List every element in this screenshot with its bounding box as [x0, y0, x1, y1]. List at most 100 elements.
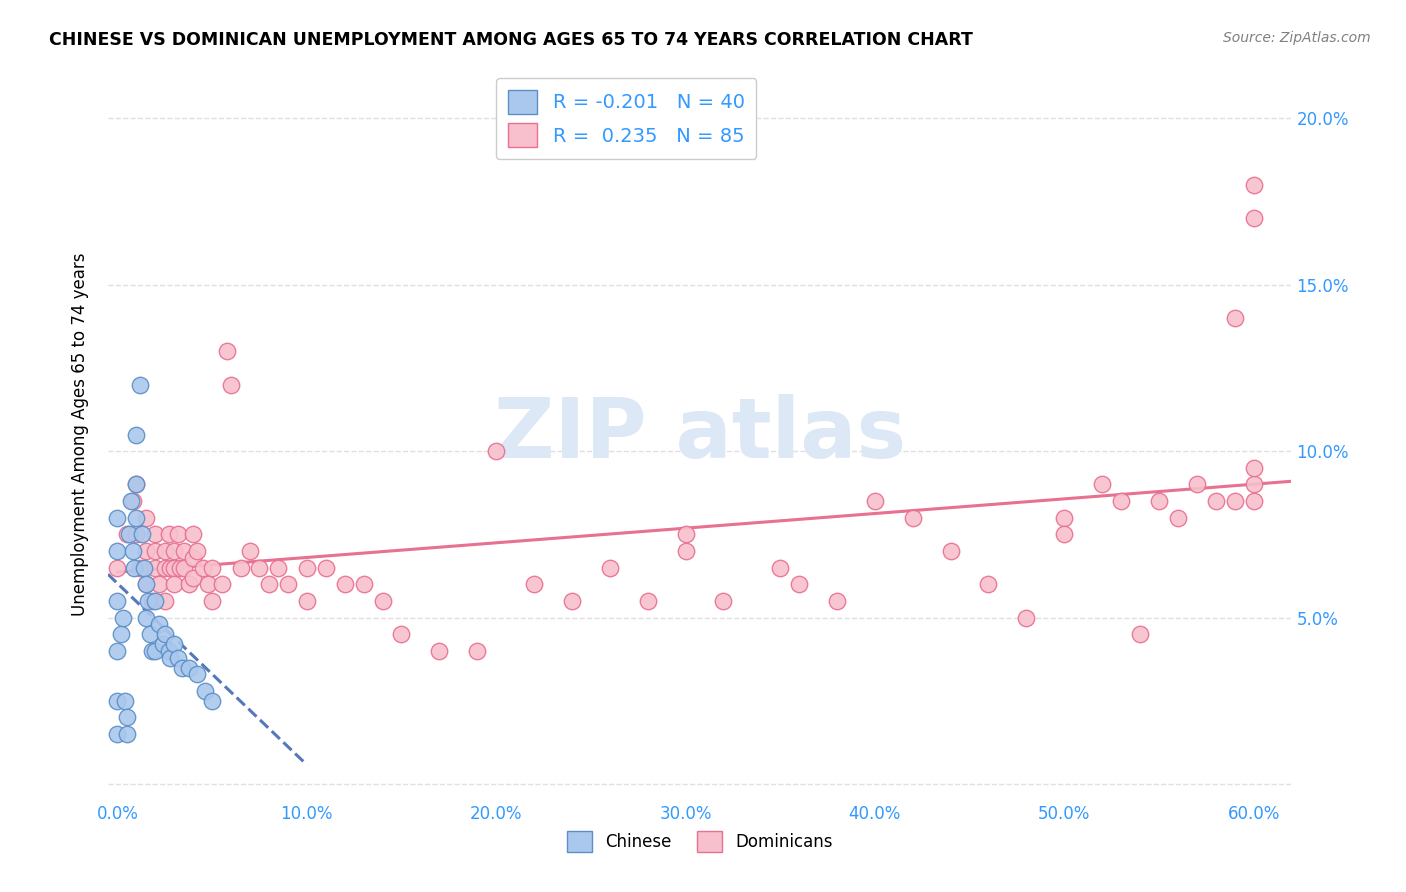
Point [170, 660, 193, 674]
Point [120, 494, 142, 508]
Point [193, 683, 215, 698]
Point [186, 667, 208, 681]
Point [163, 637, 186, 651]
Point [148, 617, 170, 632]
Point [637, 594, 659, 608]
Point [1109, 494, 1132, 508]
Point [125, 477, 148, 491]
Point [561, 594, 583, 608]
Point [675, 527, 697, 541]
Point [1053, 527, 1076, 541]
Point [114, 694, 136, 708]
Text: CHINESE VS DOMINICAN UNEMPLOYMENT AMONG AGES 65 TO 74 YEARS CORRELATION CHART: CHINESE VS DOMINICAN UNEMPLOYMENT AMONG … [49, 31, 973, 49]
Point [115, 727, 138, 741]
Point [181, 571, 204, 585]
Point [1243, 477, 1265, 491]
Point [163, 544, 186, 558]
Legend: R = -0.201   N = 40, R =  0.235   N = 85: R = -0.201 N = 40, R = 0.235 N = 85 [496, 78, 756, 159]
Point [163, 560, 186, 574]
Point [143, 527, 166, 541]
Point [167, 527, 190, 541]
Point [159, 650, 181, 665]
Point [159, 560, 181, 574]
Text: Source: ZipAtlas.com: Source: ZipAtlas.com [1223, 31, 1371, 45]
Point [675, 544, 697, 558]
Point [157, 644, 180, 658]
Point [169, 560, 191, 574]
Point [135, 577, 157, 591]
Point [179, 577, 201, 591]
Point [1243, 211, 1265, 226]
Point [197, 577, 219, 591]
Point [107, 644, 129, 658]
Point [153, 560, 176, 574]
Point [211, 577, 233, 591]
Point [143, 594, 166, 608]
Point [277, 577, 299, 591]
Point [523, 577, 546, 591]
Point [107, 544, 129, 558]
Point [249, 560, 271, 574]
Point [153, 627, 176, 641]
Point [125, 527, 148, 541]
Point [465, 644, 488, 658]
Point [163, 577, 186, 591]
Point [118, 527, 141, 541]
Point [179, 660, 201, 674]
Point [153, 594, 176, 608]
Point [186, 544, 208, 558]
Point [129, 560, 152, 574]
Point [181, 550, 204, 565]
Point [1129, 627, 1152, 641]
Point [157, 527, 180, 541]
Point [201, 560, 224, 574]
Point [391, 627, 413, 641]
Point [131, 527, 153, 541]
Point [769, 560, 792, 574]
Point [1223, 494, 1246, 508]
Point [863, 494, 886, 508]
Y-axis label: Unemployment Among Ages 65 to 74 years: Unemployment Among Ages 65 to 74 years [72, 252, 89, 616]
Point [229, 560, 252, 574]
Point [167, 650, 190, 665]
Point [110, 627, 132, 641]
Point [121, 544, 143, 558]
Text: ZIP atlas: ZIP atlas [494, 394, 905, 475]
Point [125, 510, 148, 524]
Point [1243, 460, 1265, 475]
Point [257, 577, 280, 591]
Point [143, 560, 166, 574]
Point [107, 560, 129, 574]
Point [107, 727, 129, 741]
Point [239, 544, 262, 558]
Point [132, 560, 155, 574]
Point [143, 644, 166, 658]
Point [427, 644, 450, 658]
Point [107, 694, 129, 708]
Point [1147, 494, 1170, 508]
Point [787, 577, 810, 591]
Point [135, 577, 157, 591]
Point [599, 560, 621, 574]
Point [333, 577, 356, 591]
Point [152, 637, 174, 651]
Point [115, 710, 138, 724]
Point [217, 344, 239, 359]
Point [153, 544, 176, 558]
Point [136, 594, 159, 608]
Point [315, 560, 337, 574]
Point [901, 510, 924, 524]
Point [1223, 311, 1246, 326]
Point [1015, 610, 1038, 624]
Point [191, 560, 214, 574]
Point [121, 494, 143, 508]
Point [295, 560, 318, 574]
Point [135, 610, 157, 624]
Point [939, 544, 962, 558]
Point [135, 544, 157, 558]
Point [1185, 477, 1208, 491]
Point [173, 560, 195, 574]
Point [825, 594, 848, 608]
Point [1243, 178, 1265, 192]
Point [141, 644, 163, 658]
